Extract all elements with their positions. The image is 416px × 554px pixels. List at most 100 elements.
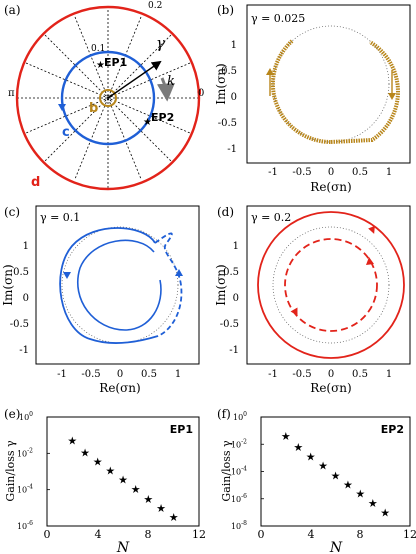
b-ytick-2: 0.5	[221, 66, 237, 77]
d-xtick-2: -0.5	[292, 369, 311, 380]
gamma-arrow	[107, 60, 162, 99]
gamma-label: γ	[156, 34, 165, 52]
b-ytick-5: -1	[227, 144, 237, 155]
e-xtick-3: 8	[145, 528, 152, 541]
ep1-star: ★	[96, 60, 105, 71]
panel-c-outer-dashed	[154, 232, 183, 337]
panel-d-inner	[284, 238, 378, 332]
f-point-9: ★	[380, 506, 390, 519]
panel-b-curve-left	[270, 39, 332, 145]
b-ytick-4: -0.5	[218, 118, 237, 129]
c-xtick-3: 0	[117, 369, 123, 380]
e-point-2: ★	[80, 446, 90, 459]
e-point-1: ★	[67, 435, 77, 448]
d-ytick-4: -0.5	[220, 319, 239, 330]
c-ylabel: Im(σn)	[1, 264, 15, 305]
panel-d-arrowhead-inner-left	[290, 307, 298, 316]
e-point-8: ★	[156, 502, 166, 515]
panel-d-arrowhead-outer	[368, 225, 375, 234]
d-ylabel: Im(σn)	[214, 264, 228, 305]
f-point-7: ★	[355, 487, 365, 500]
c-ytick-5: -1	[19, 345, 29, 356]
f-ytick-1: 100	[233, 411, 247, 422]
b-ytick-3: 0	[231, 92, 237, 103]
e-point-9: ★	[169, 511, 179, 524]
e-xlabel: N	[116, 540, 130, 554]
b-ytick-1: 1	[231, 40, 237, 51]
panel-b-gamma: γ = 0.025	[251, 12, 305, 25]
panel-b-frame	[246, 4, 411, 164]
c-ytick-4: -0.5	[10, 319, 29, 330]
c-xtick-1: -1	[57, 369, 67, 380]
c-xlabel: Re(σn)	[99, 381, 140, 395]
d-xtick-5: 1	[386, 369, 392, 380]
d-ytick-1: 1	[233, 241, 239, 252]
b-xtick-5: 1	[386, 167, 392, 178]
b-xtick-4: 0.5	[352, 167, 368, 178]
k-label: k	[167, 74, 175, 89]
e-ytick-4: 10-6	[17, 520, 33, 531]
panel-c-frame	[35, 205, 200, 365]
panel-f-tag: EP2	[381, 423, 404, 436]
panel-e-frame	[46, 416, 200, 527]
curve-d	[15, 5, 201, 191]
panel-e-tag: EP1	[170, 423, 193, 436]
d-xtick-4: 0.5	[352, 369, 368, 380]
e-point-3: ★	[93, 456, 103, 469]
curve-b	[99, 89, 117, 107]
curve-b-label: b	[89, 101, 98, 116]
panel-d-gamma: γ = 0.2	[251, 211, 291, 224]
f-yticks: 100 10-2 10-4 10-6 10-8	[231, 411, 264, 531]
curve-d-label: d	[31, 175, 40, 190]
c-ytick-2: 0.5	[13, 267, 29, 278]
radial-tick-02: 0.2	[148, 1, 162, 11]
panel-c-arrowhead-left	[63, 272, 71, 279]
f-point-1: ★	[281, 430, 291, 443]
e-xtick-1: 0	[44, 528, 51, 541]
f-point-8: ★	[368, 497, 378, 510]
panel-c: (c) γ = 0.1 1 0.5 0 -0.5 -1 -1 -0.5 0 0.…	[1, 205, 200, 395]
curve-c-label: c	[62, 125, 70, 140]
panel-c-arrowhead-right	[175, 269, 183, 276]
ep1-label: EP1	[104, 56, 127, 69]
c-xtick-5: 1	[175, 369, 181, 380]
panel-f-label: (f)	[217, 407, 231, 421]
panel-a: (a) ★ ★ 0.2 0.1 π 0 γ k	[4, 1, 204, 191]
k-arc	[156, 77, 175, 102]
panel-e-label: (e)	[4, 407, 20, 421]
e-point-7: ★	[143, 493, 153, 506]
f-point-2: ★	[293, 441, 303, 454]
c-xtick-4: 0.5	[141, 369, 157, 380]
f-xtick-3: 8	[357, 528, 364, 541]
e-ytick-3: 10-4	[17, 484, 33, 495]
d-xlabel: Re(σn)	[310, 381, 351, 395]
b-xlabel: Re(σn)	[310, 180, 351, 194]
f-point-5: ★	[331, 470, 341, 483]
e-point-4: ★	[105, 465, 115, 478]
e-xtick-4: 12	[192, 528, 206, 541]
f-marks: ★★★★★★★★★	[281, 430, 390, 519]
f-point-4: ★	[318, 459, 328, 472]
e-ytick-1: 100	[19, 411, 33, 422]
ep2-label: EP2	[151, 111, 174, 124]
f-ytick-5: 10-8	[231, 520, 247, 531]
panel-d-outer	[257, 211, 405, 359]
panel-c-label: (c)	[4, 205, 20, 219]
radial-tick-01: 0.1	[91, 44, 105, 54]
panel-d-unit-circle	[272, 226, 390, 344]
angle-tick-zero: 0	[198, 88, 204, 99]
f-ytick-3: 10-4	[231, 466, 247, 477]
f-point-6: ★	[343, 478, 353, 491]
panel-d-arrowhead-inner-right	[366, 257, 374, 265]
panel-d-frame	[246, 205, 411, 365]
curve-c	[60, 50, 156, 146]
panel-a-label: (a)	[4, 3, 21, 17]
c-ytick-3: 0	[23, 293, 29, 304]
panel-b-arrowhead-up	[266, 68, 274, 75]
c-xtick-2: -0.5	[81, 369, 100, 380]
panel-d: (d) γ = 0.2 1 0.5 0 -0.5 -1 -1 -0.5 0 0.…	[214, 205, 411, 395]
d-xtick-1: -1	[268, 369, 278, 380]
f-ylabel: Gain/loss γ	[220, 440, 233, 502]
panel-c-inner	[77, 239, 162, 331]
